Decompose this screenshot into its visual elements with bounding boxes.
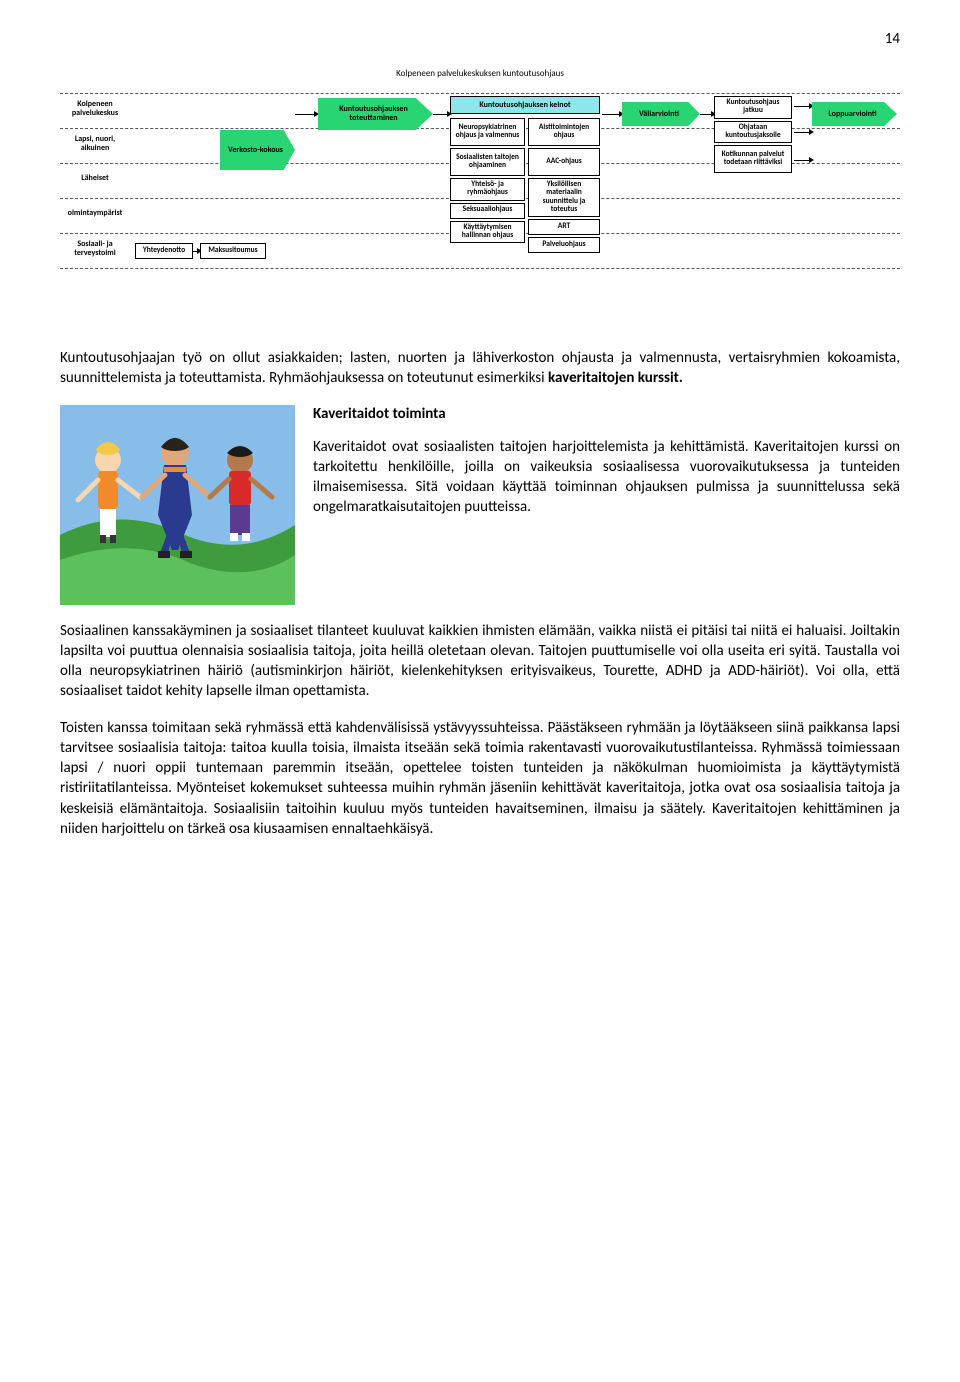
fc-cell: Neuropsykiatrinen ohjaus ja valmennus [450,118,525,146]
fc-cell: Kotikunnan palvelut todetaan riittäviksi [714,145,792,173]
two-column-section: Kaveritaidot toiminta Kaveritaidot ovat … [60,405,900,605]
fc-box-yhteydenotto: Yhteydenotto [135,243,193,259]
fc-header-keinot: Kuntoutusohjauksen keinot [450,96,600,114]
fc-step-toteuttaminen: Kuntoutusohjauksen toteuttaminen [318,98,433,130]
fc-step-valiarviointi: Väliarviointi [622,102,700,126]
people-illustration [60,405,295,605]
fc-cell: Sosiaalisten taitojen ohjaaminen [450,148,525,176]
section-heading: Kaveritaidot toiminta [313,405,900,423]
fc-cell: Seksuaaliohjaus [450,203,525,219]
intro-text: Kuntoutusohjaajan työ on ollut asiakkaid… [60,349,900,387]
lane-label: Sosiaali- ja terveystoimi [60,240,130,258]
arrow-icon [295,114,315,115]
section-paragraph: Kaveritaidot ovat sosiaalisten taitojen … [313,437,900,518]
fc-cell: Ohjataan kuntoutusjaksolle [714,121,792,144]
fc-box-maksusitoumus: Maksusitoumus [200,243,266,259]
keinot-left-column: Neuropsykiatrinen ohjaus ja valmennus So… [450,118,525,243]
fc-cell: Yksilöllisen materiaalin suunnittelu ja … [528,178,600,217]
lane-label: Lapsi, nuori, aikuinen [60,135,130,153]
fc-cell: ART [528,219,600,235]
keinot-right-column: Aistitoimintojen ohjaus AAC-ohjaus Yksil… [528,118,600,253]
arrow-icon [193,251,198,252]
lane-divider [60,268,900,269]
fc-cell: Palveluohjaus [528,237,600,253]
arrow-icon [700,114,712,115]
paragraph-4: Toisten kanssa toimitaan sekä ryhmässä e… [60,718,900,840]
flowchart-title: Kolpeneen palvelukeskuksen kuntoutusohja… [60,68,900,79]
arrow-icon [794,160,810,161]
fc-cell: Yhteisö- ja ryhmäohjaus [450,178,525,201]
lane-divider [60,93,900,94]
arrow-icon [602,114,620,115]
intro-bold: kaveritaitojen kurssit. [548,369,683,387]
section-text-column: Kaveritaidot toiminta Kaveritaidot ovat … [313,405,900,518]
fc-cell: Kuntoutusohjaus jatkuu [714,96,792,119]
flowchart: Kolpeneen palvelukeskuksen kuntoutusohja… [60,68,900,323]
fc-cell: AAC-ohjaus [528,148,600,176]
post-vali-column: Kuntoutusohjaus jatkuu Ohjataan kuntoutu… [714,96,792,173]
fc-cell: Käyttäytymisen hallinnan ohjaus [450,221,525,244]
page-number: 14 [60,30,900,48]
fc-step-loppuarviointi: Loppuarviointi [812,102,897,126]
illustration-svg [60,405,295,605]
arrow-icon [794,132,810,133]
fc-step-verkostokokous: Verkosto-kokous [220,130,295,170]
intro-paragraph: Kuntoutusohjaajan työ on ollut asiakkaid… [60,348,900,389]
paragraph-3: Sosiaalinen kanssakäyminen ja sosiaalise… [60,621,900,702]
lane-label: oimintaympärist [60,209,130,218]
fc-cell: Aistitoimintojen ohjaus [528,118,600,146]
arrow-icon [433,114,448,115]
arrow-icon [794,106,810,107]
lane-label: Läheiset [60,174,130,183]
lane-label: Kolpeneen palvelukeskus [60,100,130,118]
